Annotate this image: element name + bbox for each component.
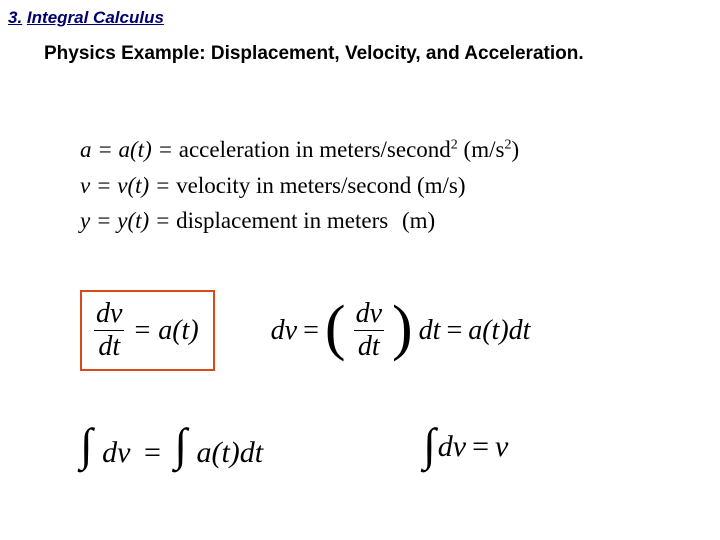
def-v-lhs: v = v(t) = bbox=[80, 173, 170, 198]
def-y-lhs: y = y(t) = bbox=[80, 208, 170, 233]
definitions-block: a = a(t) = acceleration in meters/second… bbox=[80, 132, 519, 239]
def-a-lhs: a = a(t) = bbox=[80, 137, 173, 162]
frac2-num: dv bbox=[352, 300, 386, 330]
equation-row-2: ∫ dv = ∫ a(t)dt ∫ dv = v bbox=[80, 420, 660, 473]
lparen-icon: ( bbox=[325, 307, 346, 350]
fraction-dv-dt-2: dv dt bbox=[352, 300, 386, 361]
integral-icon-3: ∫ bbox=[423, 418, 436, 471]
eq2-equals-1: = bbox=[303, 315, 319, 347]
eq3-equals: = bbox=[144, 436, 161, 469]
boxed-equation: dv dt = a(t) bbox=[80, 290, 215, 371]
eq2-mid: dt bbox=[419, 315, 441, 347]
eq2-rhs: a(t)dt bbox=[468, 315, 530, 347]
eq3-a: dv bbox=[102, 436, 130, 469]
def-a-unit-close: ) bbox=[511, 137, 519, 162]
def-a-sup: 2 bbox=[451, 137, 458, 152]
equation-2: dv = ( dv dt ) dt = a(t)dt bbox=[271, 300, 531, 361]
def-velocity: v = v(t) = velocity in meters/second (m/… bbox=[80, 168, 519, 204]
def-a-unit: (m/s bbox=[458, 137, 505, 162]
eq4-b: v bbox=[495, 430, 508, 464]
eq2-equals-2: = bbox=[446, 315, 462, 347]
def-y-rhs: displacement in meters bbox=[176, 208, 388, 233]
equation-4: ∫ dv = v bbox=[423, 420, 508, 473]
integral-icon-1: ∫ bbox=[80, 419, 93, 470]
equation-3: ∫ dv = ∫ a(t)dt bbox=[80, 420, 263, 473]
section-header: 3. Integral Calculus bbox=[8, 8, 164, 28]
page-subtitle: Physics Example: Displacement, Velocity,… bbox=[44, 42, 644, 67]
equals-1: = bbox=[134, 315, 150, 347]
eq2-lhs: dv bbox=[271, 315, 297, 347]
section-title: Integral Calculus bbox=[27, 8, 164, 27]
fraction-dv-dt: dv dt bbox=[92, 300, 126, 361]
integral-icon-2: ∫ bbox=[174, 419, 187, 470]
def-a-rhs: acceleration in meters/second bbox=[179, 137, 451, 162]
frac2-den: dt bbox=[354, 330, 384, 361]
frac-num: dv bbox=[92, 300, 126, 330]
section-number: 3. bbox=[8, 8, 22, 27]
def-v-rhs: velocity in meters/second (m/s) bbox=[176, 173, 465, 198]
rparen-icon: ) bbox=[392, 307, 413, 350]
frac-den: dt bbox=[94, 330, 124, 361]
def-y-unit: (m) bbox=[402, 208, 435, 233]
eq1-rhs: a(t) bbox=[158, 315, 198, 347]
eq3-b: a(t)dt bbox=[196, 436, 263, 469]
def-acceleration: a = a(t) = acceleration in meters/second… bbox=[80, 132, 519, 168]
eq4-a: dv bbox=[438, 430, 466, 464]
def-displacement: y = y(t) = displacement in meters (m) bbox=[80, 203, 519, 239]
equation-row-1: dv dt = a(t) dv = ( dv dt ) dt = a(t)dt bbox=[80, 290, 660, 371]
eq4-equals: = bbox=[472, 430, 489, 464]
